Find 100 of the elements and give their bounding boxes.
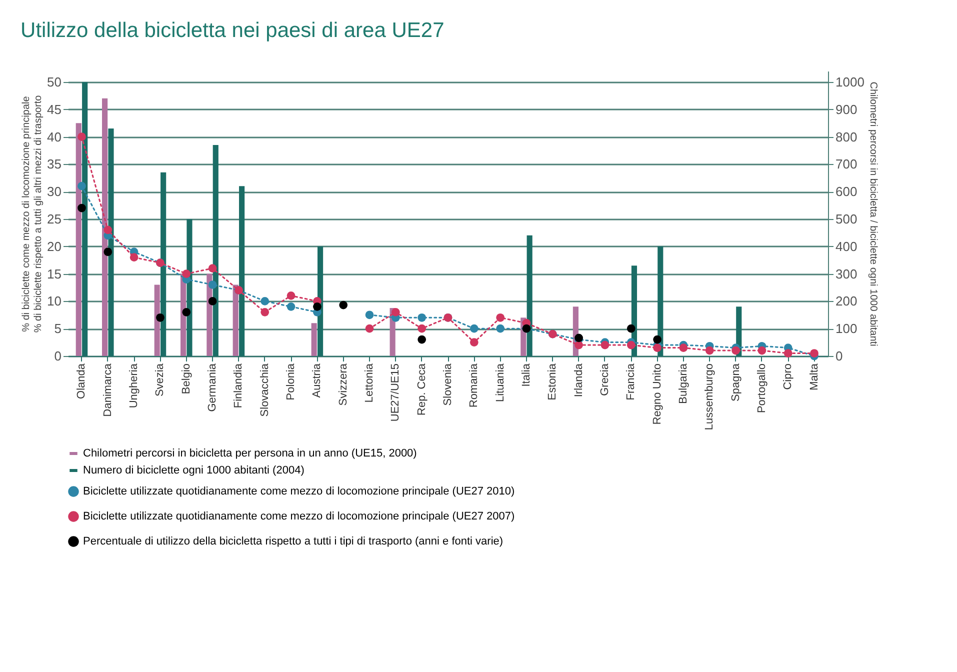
point bbox=[182, 308, 191, 316]
point bbox=[653, 335, 662, 344]
y2-tick-label: 1000 bbox=[836, 74, 864, 90]
x-tick-label: Romania bbox=[468, 362, 480, 408]
y-tick-label: 15 bbox=[47, 266, 62, 282]
x-tick-label: Germania bbox=[206, 362, 219, 412]
point bbox=[365, 324, 374, 333]
bar bbox=[82, 82, 88, 356]
x-tick-label: Cipro bbox=[782, 364, 794, 390]
point bbox=[705, 346, 714, 355]
y-tick-label: 20 bbox=[47, 238, 62, 254]
y2-tick-label: 200 bbox=[836, 294, 858, 309]
y-tick-label: 30 bbox=[47, 184, 62, 200]
y2-tick-label: 0 bbox=[836, 348, 843, 364]
x-tick-label: Francia bbox=[625, 362, 638, 400]
y2-tick-label: 100 bbox=[836, 321, 858, 336]
point bbox=[104, 226, 112, 234]
y2-tick-label: 600 bbox=[836, 184, 858, 200]
y-tick-label: 40 bbox=[47, 129, 62, 144]
y2-tick-label: 800 bbox=[836, 129, 858, 144]
legend-label: Numero di biciclette ogni 1000 abitanti (2004) bbox=[83, 464, 304, 476]
x-tick-label: Grecia bbox=[598, 362, 611, 396]
point bbox=[182, 270, 191, 278]
point bbox=[418, 313, 426, 322]
point bbox=[653, 344, 662, 352]
legend-label: Biciclette utilizzate quotidianamente come mezzo di locomozione principale (UE27 2010) bbox=[83, 486, 515, 498]
legend-label: Percentuale di utilizzo della bicicletta rispetto a tutti i tipi di trasporto (anni e fonti varie) bbox=[83, 536, 504, 548]
x-tick-label: Spagna bbox=[730, 362, 742, 402]
point bbox=[574, 340, 583, 350]
x-tick-label: Malta bbox=[808, 362, 820, 390]
point bbox=[260, 297, 270, 306]
y-tick-label: 5 bbox=[54, 321, 62, 336]
bar bbox=[160, 172, 166, 356]
x-tick-label: Rep. Ceca bbox=[416, 362, 428, 416]
x-tick-label: Irlanda bbox=[572, 362, 585, 398]
x-tick-label: UE27/UE15 bbox=[390, 364, 402, 422]
y-tick-label: 25 bbox=[47, 211, 62, 226]
point bbox=[626, 340, 636, 350]
point bbox=[758, 346, 766, 355]
y2-tick-label: 500 bbox=[836, 211, 858, 226]
point bbox=[313, 302, 322, 311]
bar bbox=[108, 128, 114, 356]
x-tick-label: Ungheria bbox=[128, 362, 140, 408]
point bbox=[208, 297, 217, 306]
x-tick-label: Slovacchia bbox=[258, 362, 271, 417]
x-tick-label: Bulgaria bbox=[677, 362, 690, 404]
x-tick-label: Danimarca bbox=[102, 362, 114, 417]
y2-tick-label: 300 bbox=[836, 266, 858, 282]
point bbox=[496, 324, 505, 333]
x-tick-label: Polonia bbox=[285, 362, 298, 400]
x-tick-label: Finlandia bbox=[232, 362, 245, 408]
point bbox=[78, 204, 86, 212]
point bbox=[339, 300, 348, 310]
x-tick-label: Italia bbox=[520, 362, 532, 387]
point bbox=[286, 302, 296, 311]
point bbox=[470, 338, 478, 346]
point bbox=[732, 346, 740, 355]
point bbox=[470, 324, 478, 333]
point bbox=[679, 344, 688, 352]
y-tick-label: 10 bbox=[47, 294, 62, 309]
y-tick-label: 0 bbox=[54, 348, 62, 364]
point bbox=[78, 182, 86, 190]
bar bbox=[232, 284, 238, 356]
bar bbox=[186, 218, 192, 356]
bar bbox=[76, 123, 82, 356]
point bbox=[391, 308, 400, 316]
y2-tick-label: 900 bbox=[836, 102, 858, 117]
legend-label: Chilometri percorsi in bicicletta per persona in un anno (UE15, 2000) bbox=[83, 448, 417, 460]
y2-axis-title: Chilometri percorsi in bicicletta / biciclette ogni 1000 abitanti bbox=[867, 82, 878, 346]
x-tick-label: Lussemburgo bbox=[704, 364, 716, 430]
point bbox=[496, 313, 505, 322]
point bbox=[130, 253, 138, 262]
x-tick-label: Estonia bbox=[546, 362, 559, 400]
x-tick-label: Portogallo bbox=[756, 364, 768, 414]
y-tick-label: 50 bbox=[47, 74, 62, 90]
x-tick-label: Olanda bbox=[76, 362, 88, 399]
bar bbox=[212, 144, 218, 356]
y-axis-title: % di biciclette come mezzo di locomozione principale % di biciclette rispetto a tutti gli altri mezzi di trasporto bbox=[21, 94, 44, 333]
point bbox=[104, 248, 112, 256]
bar bbox=[239, 186, 245, 356]
point bbox=[78, 132, 86, 141]
y-tick-label: 35 bbox=[47, 156, 62, 172]
x-tick-label: Lituania bbox=[494, 362, 506, 402]
x-tick-label: Svezia bbox=[154, 362, 166, 397]
chart-title: Utilizzo della bicicletta nei paesi di area UE27 bbox=[20, 19, 444, 42]
point bbox=[260, 308, 270, 316]
y2-tick-label: 700 bbox=[836, 156, 858, 172]
point bbox=[286, 292, 296, 300]
bar bbox=[311, 323, 317, 356]
bar bbox=[154, 284, 160, 356]
bar bbox=[526, 235, 532, 356]
point bbox=[418, 335, 426, 344]
point bbox=[208, 264, 217, 272]
x-tick-label: Svizzera bbox=[337, 362, 350, 406]
point bbox=[600, 340, 610, 350]
point bbox=[208, 280, 217, 289]
x-tick-label: Austria bbox=[311, 362, 324, 398]
point bbox=[810, 349, 818, 358]
legend-label: Biciclette utilizzate quotidianamente come mezzo di locomozione principale (UE27 2007) bbox=[83, 510, 515, 522]
point bbox=[365, 310, 374, 320]
